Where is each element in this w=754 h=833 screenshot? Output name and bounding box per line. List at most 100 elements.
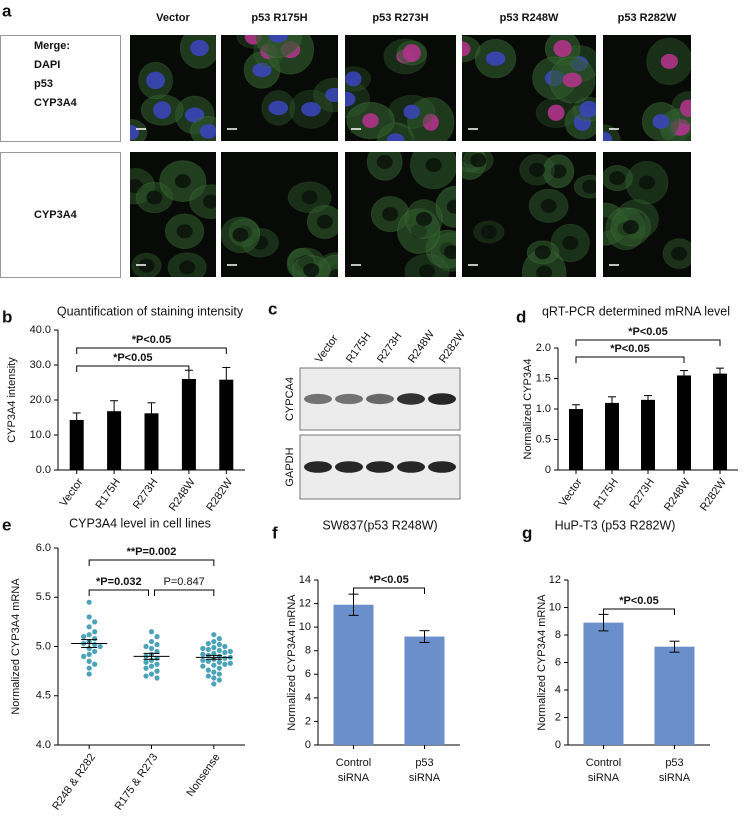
dot [86,658,92,664]
y-tick-label: 4.0 [36,739,51,751]
y-tick-label: 5.5 [36,591,51,603]
dot [211,675,217,681]
legend-text: Merge: [34,40,70,52]
x-tick-label: R282W [698,476,729,513]
nucleus-gap [232,227,249,242]
dot [143,665,149,671]
cells [603,37,691,141]
nucleus [268,35,289,43]
dot [154,648,160,655]
significance-bracket [88,589,149,596]
bar [107,411,122,470]
y-tick-label: 6.0 [36,542,51,554]
nucleus-gap [301,190,318,205]
x-tick-label: R248 & R282 [50,752,98,813]
nucleus-gap [202,194,216,209]
dot [227,648,233,655]
nucleus-gap [174,174,191,189]
micrograph [221,35,338,141]
dot [216,671,222,677]
dot [211,662,217,668]
nucleus [553,40,572,58]
band [304,461,332,473]
bar [404,636,445,745]
legend-text: p53 [34,78,53,90]
nucleus-gap [638,175,655,190]
nucleus [199,123,216,139]
nucleus-gap [316,214,333,229]
dot [86,624,92,630]
y-tick-label: 4 [305,692,311,704]
nucleus [252,62,272,78]
nucleus [386,133,405,141]
nucleus-gap [550,164,567,179]
y-tick-label: 0 [555,739,561,751]
x-tick-label: R273H [131,476,161,511]
nucleus [403,104,420,119]
nucleus [130,124,140,141]
nucleus-gap [328,269,338,277]
bar [641,399,655,470]
dot [205,640,211,647]
panel-label: c [268,299,277,318]
panel-label: f [272,523,278,542]
micrograph [603,152,691,277]
x-tick-label: Nonsense [184,752,222,799]
chart-title: CYP3A4 level in cell lines [69,516,211,530]
nucleus-gap [418,264,435,277]
bar [569,409,583,470]
y-tick-label: 8 [555,629,561,641]
dot [200,657,206,663]
nucleus [579,101,596,118]
band [366,393,394,405]
significance-bracket [603,608,675,615]
cells [130,160,216,277]
dot [200,651,206,657]
lane-label: R273H [375,330,405,365]
dot [148,645,155,652]
dot [143,643,149,650]
nucleus-gap [446,199,456,214]
dot [143,659,149,665]
legend-text: CYP3A4 [34,97,78,109]
dot [143,673,149,679]
y-axis-label: CYP3A4 intensity [6,357,18,443]
dot [216,636,222,642]
significance-bracket [353,587,425,594]
y-tick-label: 0 [545,464,551,476]
significance-label: *P<0.05 [619,595,658,607]
dot [92,648,98,655]
panel-label: b [2,307,12,326]
column-header: p53 R273H [372,12,428,24]
nucleus [603,131,613,141]
label-box [0,35,121,142]
dot [148,671,155,677]
nucleus [680,99,691,117]
lane-label: R248W [406,328,437,365]
nucleus-gap [540,198,557,213]
dot [216,641,222,648]
y-tick-label: 2 [305,715,311,727]
dot [154,668,160,674]
dot [86,614,92,620]
dot [211,669,217,675]
dot [211,650,217,656]
y-tick-label: 8 [305,645,311,657]
y-tick-label: 10.0 [30,429,51,441]
nucleus [345,91,356,107]
dot [81,634,87,640]
dot [86,599,92,605]
panel-label: d [516,307,526,326]
column-header: Vector [156,12,190,24]
column-header: p53 R175H [251,12,307,24]
chart-title: SW837(p53 R248W) [322,518,437,532]
y-tick-label: 6 [555,656,561,668]
dot [216,677,222,683]
x-tick-label: Vector [58,476,86,509]
significance-label: *P<0.05 [628,326,667,338]
dot [154,661,160,667]
x-tick-label: p53 siRNA [659,757,691,784]
bar [219,379,234,470]
panel-label: a [2,1,12,20]
